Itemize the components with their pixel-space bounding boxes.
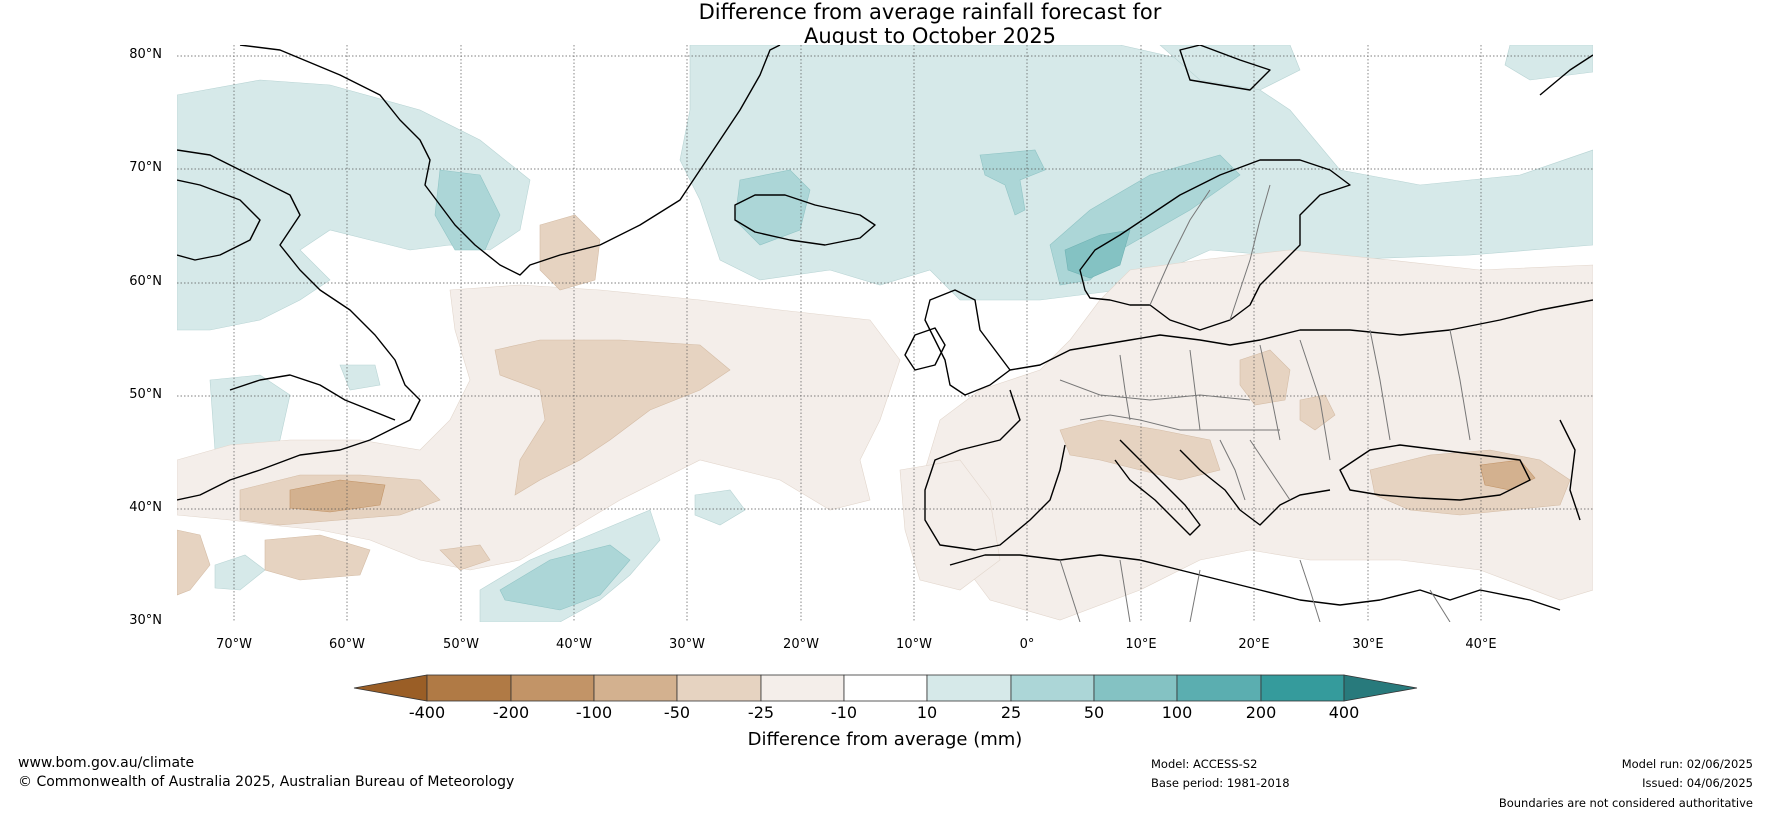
colorbar-bin-4 xyxy=(676,674,762,702)
wet-region-svalbard xyxy=(1159,45,1301,91)
ireland-coast xyxy=(904,327,946,371)
lat-tick-80n: 80°N xyxy=(129,47,162,62)
map-title-line-2: August to October 2025 xyxy=(803,24,1057,48)
colorbar-left-extension xyxy=(353,674,428,702)
footer-issued: Issued: 04/06/2025 xyxy=(1642,776,1753,790)
italy-coast xyxy=(1114,439,1201,536)
lon-tick-30e: 30°E xyxy=(1352,637,1384,652)
greenland-coast xyxy=(239,45,781,276)
lat-tick-30n: 30°N xyxy=(129,613,162,628)
lon-tick-20w: 20°W xyxy=(783,637,819,652)
lon-tick-40e: 40°E xyxy=(1465,637,1497,652)
dry-region-subtropical xyxy=(264,534,371,581)
wet-region-norwegian-sea xyxy=(979,149,1046,216)
footer-website: www.bom.gov.au/climate xyxy=(18,755,195,771)
dry-region-atlantic-band xyxy=(494,339,731,496)
lat-tick-40n: 40°N xyxy=(129,500,162,515)
dry-region-europe xyxy=(924,249,1593,621)
balkans-coast xyxy=(1179,449,1331,526)
lon-tick-10e: 10°E xyxy=(1125,637,1157,652)
dry-region-balkans xyxy=(1299,394,1336,431)
colorbar-right-extension xyxy=(1343,674,1418,702)
dry-region-west-edge xyxy=(177,529,211,596)
dry-region-western-atlantic-core xyxy=(289,479,386,513)
canadian-arctic-coast xyxy=(177,149,421,501)
dry-region-eastern-europe xyxy=(1239,349,1291,406)
wetter-anomaly-regions xyxy=(177,45,1593,622)
labrador-coast xyxy=(229,374,396,421)
black-sea-coast xyxy=(1339,444,1531,501)
lat-tick-70n: 70°N xyxy=(129,160,162,175)
lat-tick-50n: 50°N xyxy=(129,387,162,402)
british-isles-coast xyxy=(924,289,1011,396)
wet-region-franz-josef xyxy=(1504,45,1593,81)
lon-tick-70w: 70°W xyxy=(216,637,252,652)
colorbar xyxy=(353,674,1418,702)
dry-region-subtropical-2 xyxy=(439,544,491,571)
drier-anomaly-regions xyxy=(177,214,1593,621)
footer-base-period: Base period: 1981-2018 xyxy=(1151,776,1290,790)
novaya-zemlya-coast xyxy=(1539,54,1593,96)
wet-region-greenland-arctic xyxy=(177,79,531,331)
europe-mainland-coast xyxy=(1009,299,1593,371)
colorbar-tick-label: 10 xyxy=(916,703,938,722)
colorbar-bin-8 xyxy=(1010,674,1095,702)
map-title-line-1: Difference from average rainfall forecas… xyxy=(698,0,1162,24)
colorbar-bin-10 xyxy=(1176,674,1262,702)
colorbar-tick-label: 50 xyxy=(1083,703,1105,722)
iberia-coast xyxy=(924,389,1066,551)
north-africa-coast xyxy=(949,554,1381,606)
colorbar-tick-label: 100 xyxy=(1161,703,1193,722)
wet-region-mid-atlantic-2 xyxy=(694,489,746,526)
map-title: Difference from average rainfall forecas… xyxy=(600,0,1260,48)
lon-tick-10w: 10°W xyxy=(896,637,932,652)
colorbar-bin-11 xyxy=(1260,674,1345,702)
coastlines xyxy=(177,45,1593,611)
dry-region-italy-alps xyxy=(1059,419,1221,481)
colorbar-tick-label: -200 xyxy=(492,703,530,722)
middle-east-coast xyxy=(1379,589,1561,611)
colorbar-bin-3 xyxy=(593,674,678,702)
map-plot-area xyxy=(177,45,1593,622)
wet-region-subtropical-core xyxy=(499,544,631,611)
lat-tick-60n: 60°N xyxy=(129,274,162,289)
colorbar-tick-label: -50 xyxy=(663,703,691,722)
colorbar-bin-2 xyxy=(510,674,595,702)
lon-tick-0: 0° xyxy=(1019,637,1035,652)
wet-region-norway-center xyxy=(1064,229,1131,279)
colorbar-tick-label: -400 xyxy=(408,703,446,722)
colorbar-tick-label: 25 xyxy=(1000,703,1022,722)
colorbar-tick-label: -10 xyxy=(830,703,858,722)
colorbar-bin-5 xyxy=(760,674,845,702)
colorbar-tick-label: -100 xyxy=(575,703,613,722)
baffin-island xyxy=(177,179,261,261)
lon-tick-40w: 40°W xyxy=(556,637,592,652)
colorbar-bin-7 xyxy=(926,674,1012,702)
colorbar-bin-6 xyxy=(843,674,928,702)
footer-disclaimer: Boundaries are not considered authoritat… xyxy=(1498,796,1753,810)
wet-region-south-west xyxy=(214,554,266,591)
colorbar-title: Difference from average (mm) xyxy=(747,729,1023,750)
lon-tick-30w: 30°W xyxy=(669,637,705,652)
svalbard-coast xyxy=(1179,45,1271,91)
colorbar-bin-9 xyxy=(1093,674,1178,702)
footer-model: Model: ACCESS-S2 xyxy=(1151,757,1258,771)
lon-tick-60w: 60°W xyxy=(329,637,365,652)
lon-tick-50w: 50°W xyxy=(443,637,479,652)
footer-model-run: Model run: 02/06/2025 xyxy=(1621,757,1753,771)
wet-region-greenland-core xyxy=(434,169,501,251)
iceland-coast xyxy=(734,194,876,246)
colorbar-bin-1 xyxy=(426,674,512,702)
colorbar-tick-label: 200 xyxy=(1245,703,1277,722)
graticule xyxy=(177,45,1593,622)
country-borders xyxy=(1059,184,1471,622)
footer-copyright: © Commonwealth of Australia 2025, Austra… xyxy=(18,774,515,790)
colorbar-tick-label: 400 xyxy=(1328,703,1360,722)
lon-tick-20e: 20°E xyxy=(1238,637,1270,652)
caspian-coast xyxy=(1559,419,1581,521)
colorbar-tick-label: -25 xyxy=(747,703,775,722)
